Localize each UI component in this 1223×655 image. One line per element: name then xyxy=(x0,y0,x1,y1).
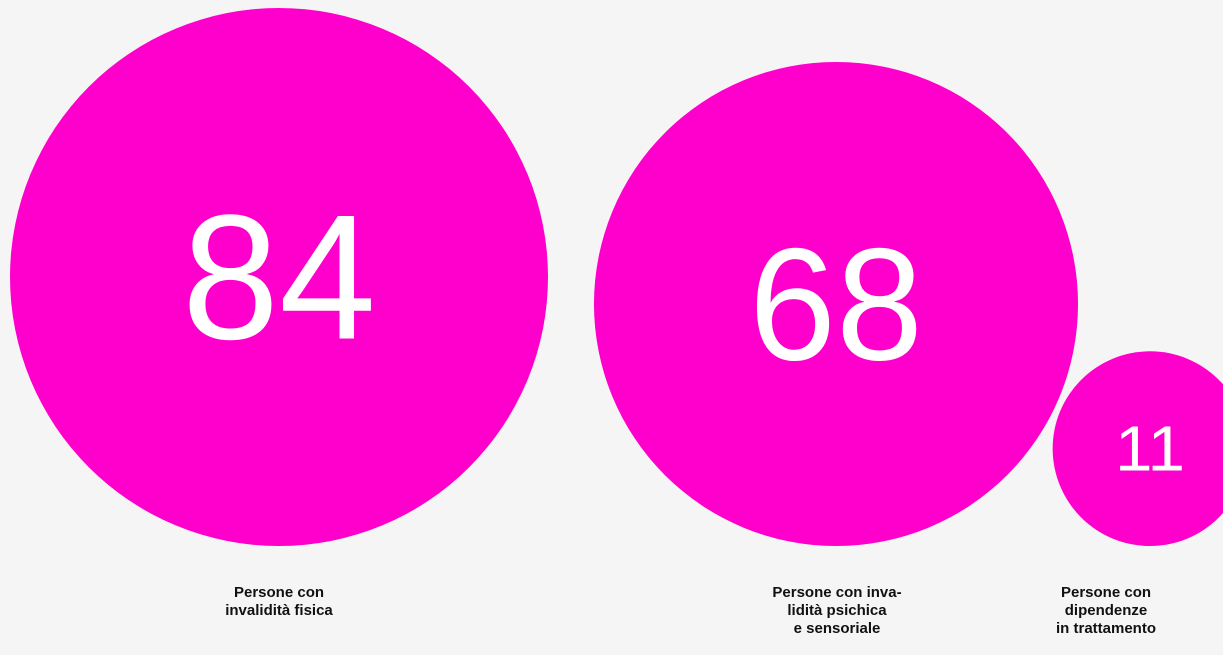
bubble-invalidita-fisica xyxy=(10,8,548,546)
value-label-dipendenze: 11 xyxy=(1115,413,1185,485)
category-label-invalidita-fisica: Persone con invalidità fisica xyxy=(225,584,333,619)
value-label-invalidita-psichica: 68 xyxy=(749,214,923,393)
value-label-invalidita-fisica: 84 xyxy=(182,178,376,377)
category-label-invalidita-psichica: Persone con inva- lidità psichica e sens… xyxy=(772,584,902,637)
bubble-invalidita-psichica xyxy=(593,61,1079,547)
category-label-dipendenze: Persone con dipendenze in trattamento xyxy=(1055,584,1156,637)
bubble-dipendenze xyxy=(1052,351,1223,546)
